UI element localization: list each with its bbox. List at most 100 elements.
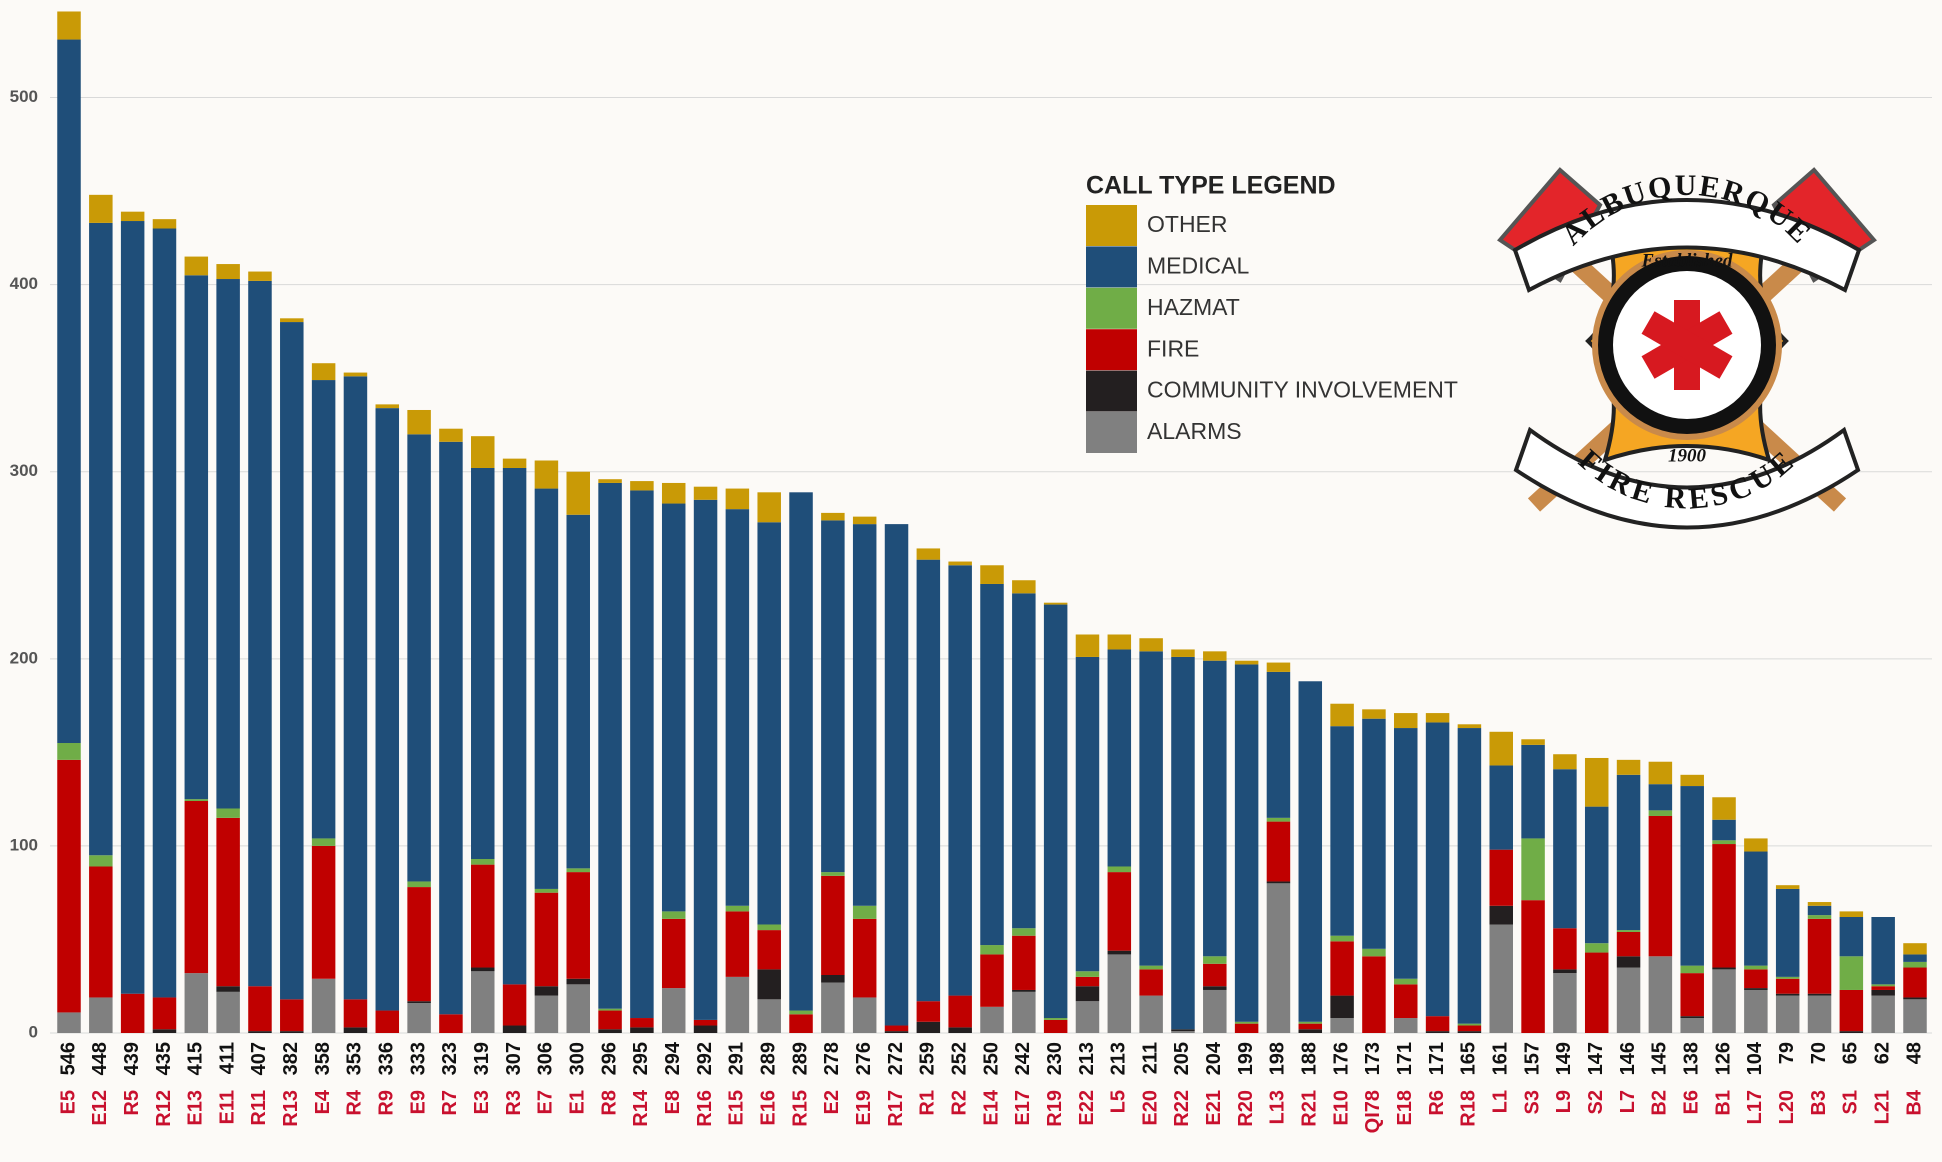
bar-segment [343, 999, 368, 1028]
bar-segment [57, 1012, 81, 1033]
bar-segment [502, 458, 527, 468]
logo: ALBUQUERQUE FIRE RESCUE Established 1900 [1497, 167, 1877, 530]
bar-segment [1362, 709, 1386, 719]
bar-segment [1298, 1029, 1323, 1033]
bar-segment [821, 872, 845, 876]
bar-segment [343, 376, 368, 1000]
total-label: 173 [1362, 1042, 1384, 1075]
bar-segment [1139, 638, 1163, 652]
bar-segment [1298, 1023, 1323, 1030]
x-tick-label: L9 [1553, 1090, 1575, 1113]
x-tick-label: R22 [1171, 1090, 1193, 1127]
bar-segment [1107, 872, 1132, 951]
total-label: 336 [376, 1042, 398, 1075]
bar-segment [1266, 671, 1291, 818]
x-tick-label: E5 [57, 1090, 79, 1114]
bar-segment [1489, 924, 1513, 1033]
total-label: 306 [535, 1042, 557, 1075]
bar-segment [1457, 724, 1482, 729]
bar-segment [152, 1029, 177, 1033]
x-tick-label: L5 [1108, 1090, 1130, 1113]
bar-segment [439, 428, 463, 442]
x-tick-label: E17 [1012, 1090, 1034, 1126]
bar-segment [884, 1031, 909, 1033]
y-tick-label: 100 [10, 835, 38, 854]
bar-segment [248, 986, 272, 1032]
bar-segment [948, 565, 972, 996]
bar-segment [1394, 1018, 1418, 1033]
bar-segment [1744, 988, 1768, 990]
bar-segment [1107, 954, 1132, 1033]
bar-segment [1616, 774, 1641, 931]
bar-segment [1712, 844, 1736, 968]
bar-segment [1075, 1001, 1100, 1033]
bar-segment [1680, 786, 1704, 966]
total-label: 242 [1012, 1042, 1034, 1075]
x-tick-label: E18 [1394, 1090, 1416, 1126]
total-label: 323 [439, 1042, 461, 1075]
bar-segment [375, 1010, 400, 1033]
legend-label: FIRE [1147, 335, 1199, 361]
bar-segment [1362, 956, 1386, 1033]
bar-segment [1807, 915, 1832, 919]
y-tick-label: 300 [10, 461, 38, 480]
total-label: 250 [980, 1042, 1002, 1075]
star-of-life [1641, 300, 1733, 390]
x-tick-label: E12 [89, 1090, 111, 1126]
bar-segment [1839, 956, 1864, 990]
bar-segment [693, 499, 718, 1020]
bar-segment [1807, 905, 1832, 916]
bar-segment [1680, 1016, 1704, 1019]
banner [1513, 426, 1861, 530]
bar-segment [1680, 774, 1704, 787]
bar-segment [1298, 1021, 1323, 1024]
bar-segment [916, 1001, 941, 1022]
total-label: 252 [948, 1042, 970, 1075]
total-label: 358 [312, 1042, 334, 1075]
bar-segment [1457, 728, 1482, 1024]
bar-segment [534, 986, 559, 996]
bar-segment [534, 892, 559, 987]
bar-segment [693, 486, 718, 500]
x-tick-label: L17 [1744, 1090, 1766, 1124]
bar-segment [757, 522, 781, 925]
bar-segment [471, 967, 495, 972]
bar-segment [248, 280, 272, 987]
bar-segment [57, 11, 81, 40]
x-tick-label: L7 [1617, 1090, 1639, 1113]
x-tick-label: E11 [216, 1090, 238, 1124]
bar-segment [439, 441, 463, 1015]
bar-segment [1457, 1025, 1482, 1032]
bar-segment [1075, 971, 1100, 977]
bar-segment [1553, 754, 1577, 770]
bar-segment [216, 817, 240, 987]
bar-segment [566, 984, 590, 1033]
bar-segment [1553, 973, 1577, 1033]
bar-segment [1012, 928, 1036, 936]
total-label: 171 [1394, 1042, 1416, 1075]
bar-segment [852, 905, 877, 919]
bar-segment [566, 471, 590, 515]
bar-segment [661, 482, 686, 504]
x-tick-label: E19 [853, 1090, 875, 1126]
bar-segment [407, 409, 431, 435]
x-tick-label: E9 [407, 1090, 429, 1114]
total-label: 165 [1458, 1042, 1480, 1075]
total-label: 62 [1871, 1042, 1893, 1064]
x-tick-label: R14 [630, 1089, 652, 1127]
x-tick-label: E1 [567, 1090, 589, 1114]
bar-segment [184, 275, 209, 800]
total-label: 300 [567, 1042, 589, 1075]
legend-label: OTHER [1147, 211, 1228, 237]
x-tick-label: R13 [280, 1090, 302, 1127]
total-label: 70 [1808, 1042, 1830, 1064]
bar-segment [661, 911, 686, 919]
bar-segment [821, 975, 845, 983]
bar-segment [1489, 905, 1513, 925]
bar-segment [1680, 965, 1704, 974]
bar-segment [1425, 713, 1450, 723]
bar-segment [1839, 989, 1864, 1032]
bar-segment [534, 488, 559, 889]
bar-segment [630, 1027, 654, 1033]
bar-segment [1839, 917, 1864, 957]
